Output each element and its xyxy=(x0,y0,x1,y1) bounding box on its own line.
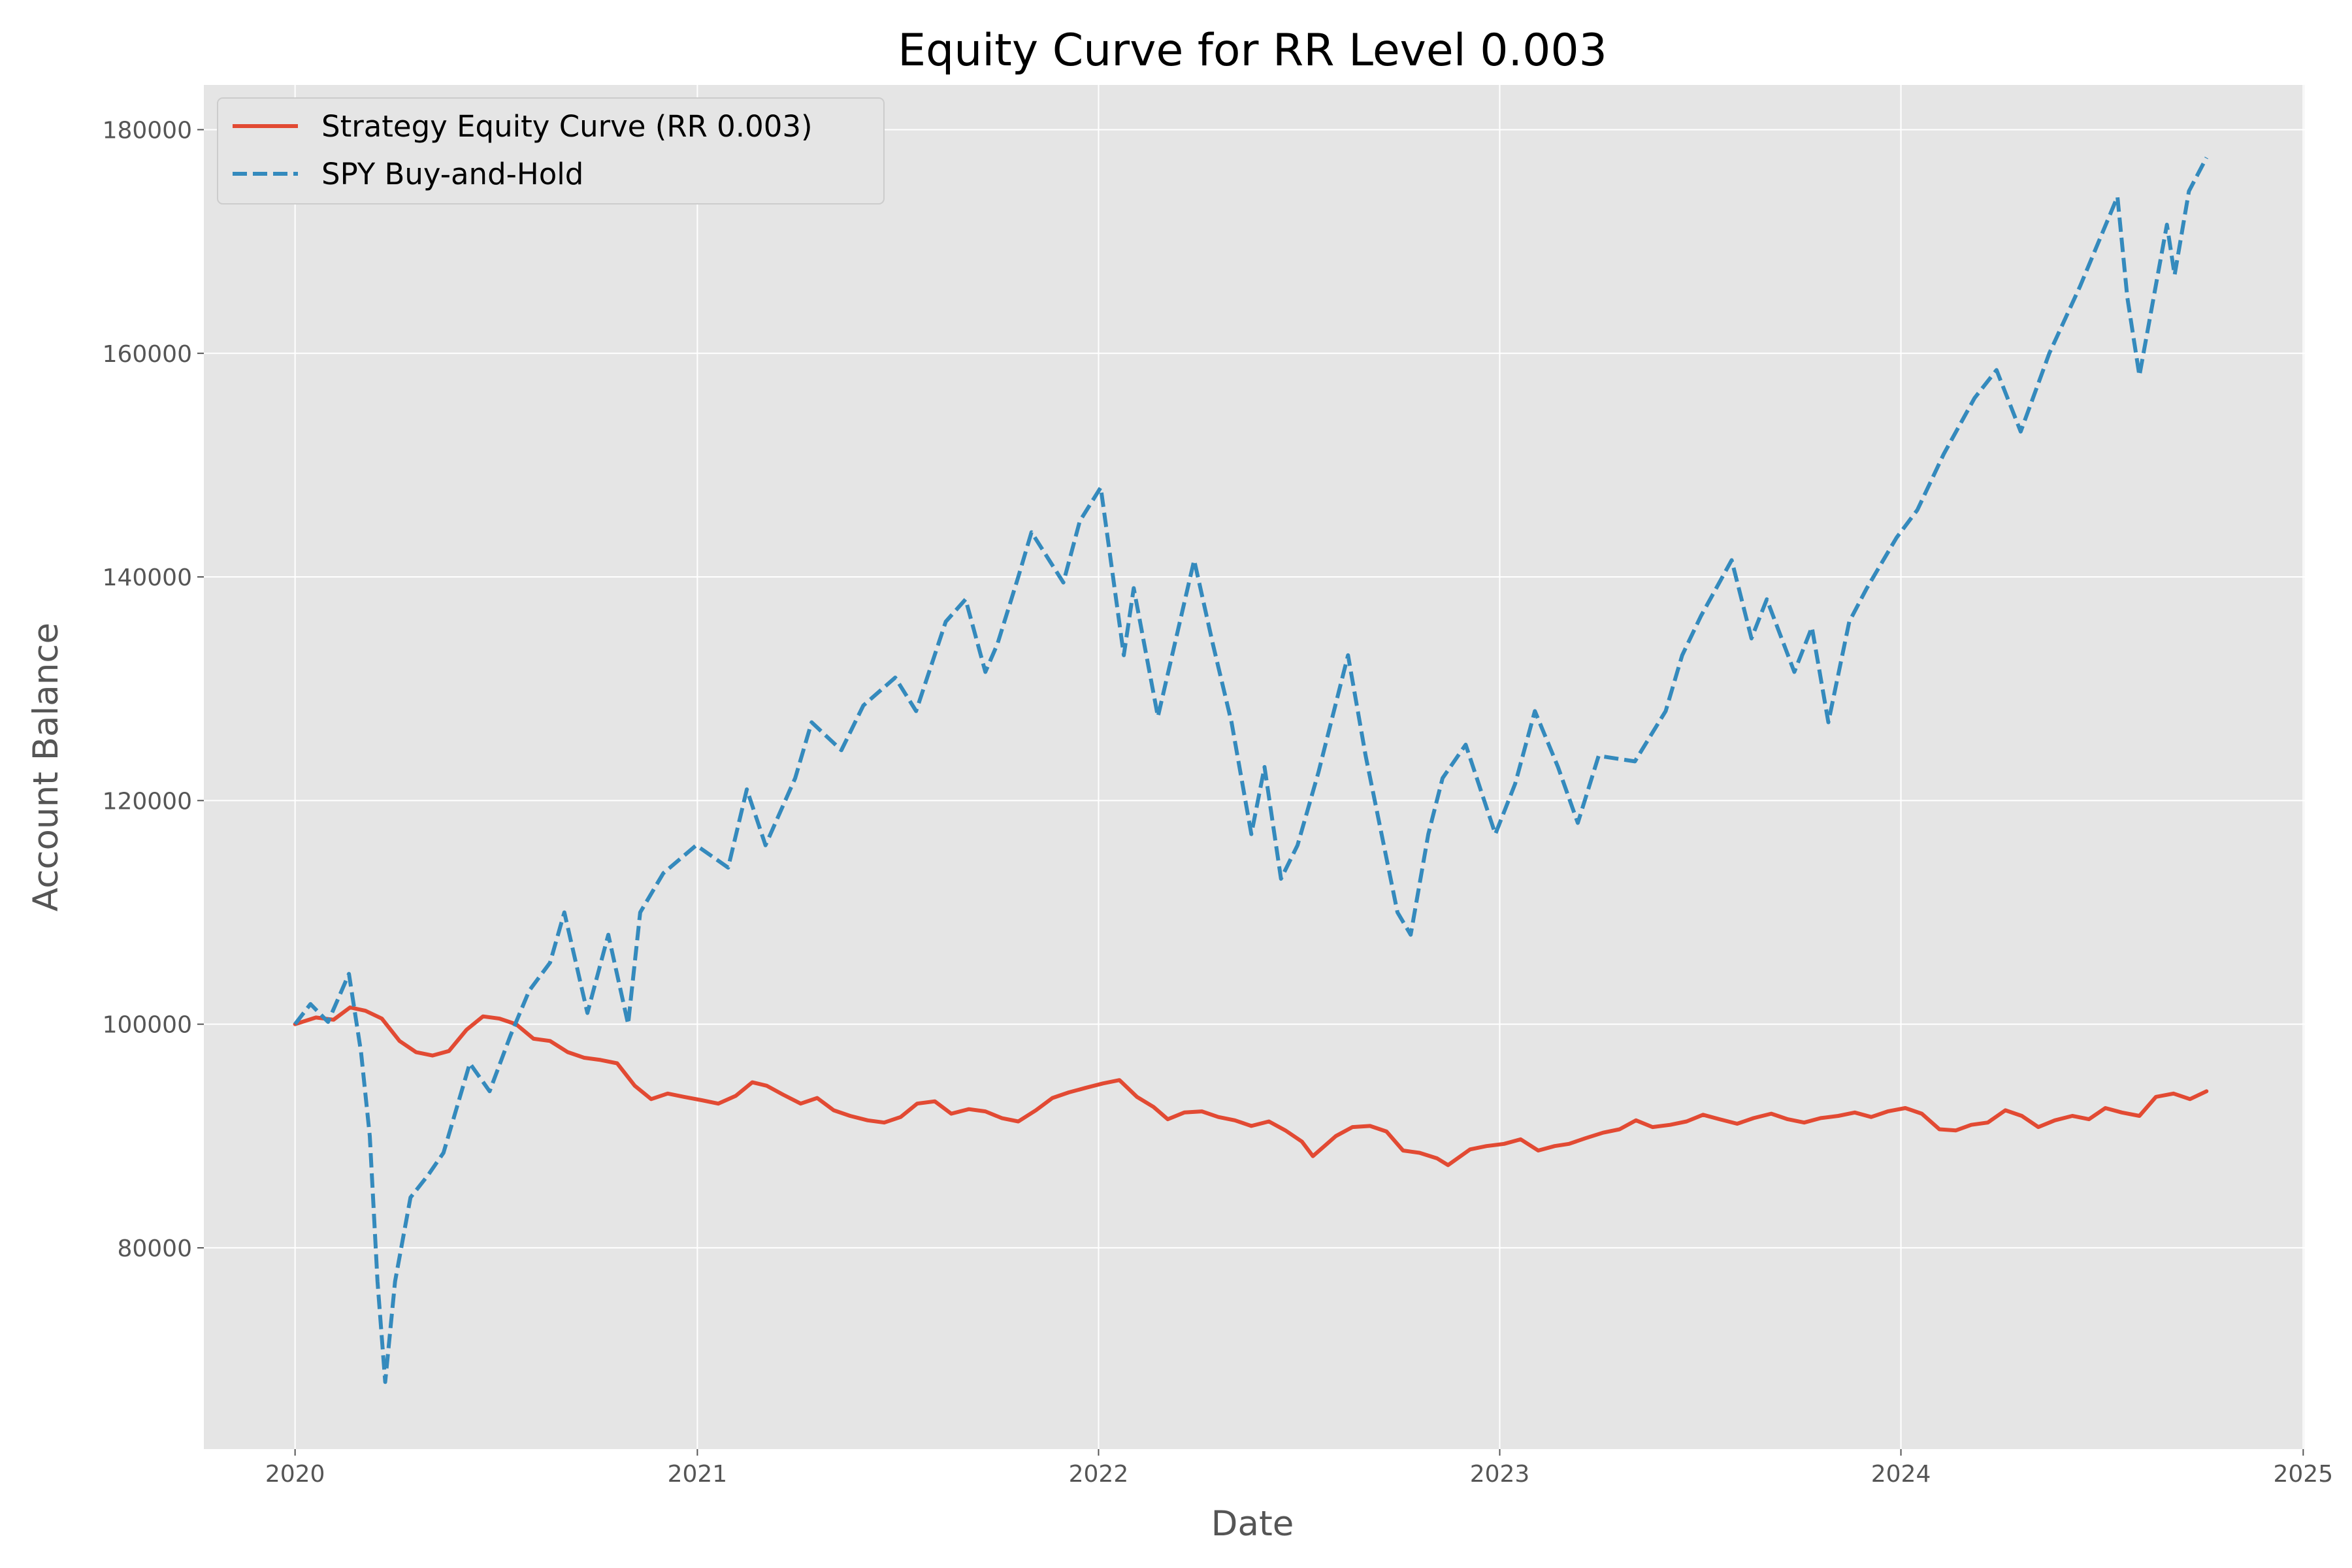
y-tick-label-2: 120000 xyxy=(103,788,192,815)
x-tick-label-3: 2023 xyxy=(1470,1461,1530,1488)
y-tick-label-3: 140000 xyxy=(103,564,192,591)
x-axis-ticks: 2020 2021 2022 2023 2024 2025 xyxy=(265,1449,2333,1488)
spy-buy-and-hold-line xyxy=(293,156,2208,1384)
strategy-equity-line xyxy=(293,1005,2209,1168)
x-tick-label-5: 2025 xyxy=(2274,1461,2334,1488)
series-lines xyxy=(293,156,2209,1384)
y-tick-label-0: 80000 xyxy=(117,1235,192,1262)
y-tick-label-1: 100000 xyxy=(103,1012,192,1039)
legend-label-strategy: Strategy Equity Curve (RR 0.003) xyxy=(321,109,813,144)
y-tick-label-5: 180000 xyxy=(103,117,192,144)
y-axis-label: Account Balance xyxy=(26,623,66,911)
legend-label-spy: SPY Buy-and-Hold xyxy=(321,157,583,191)
chart-title: Equity Curve for RR Level 0.003 xyxy=(898,25,1607,76)
x-tick-label-2: 2022 xyxy=(1069,1461,1129,1488)
y-axis-ticks: 80000 100000 120000 140000 160000 180000 xyxy=(103,117,204,1262)
plot-area xyxy=(204,85,2304,1449)
x-tick-label-1: 2021 xyxy=(668,1461,728,1488)
x-tick-label-4: 2024 xyxy=(1871,1461,1931,1488)
legend-box xyxy=(217,97,885,204)
x-axis-label: Date xyxy=(1211,1504,1294,1544)
x-tick-label-0: 2020 xyxy=(265,1461,325,1488)
legend: Strategy Equity Curve (RR 0.003) SPY Buy… xyxy=(217,97,885,204)
y-tick-label-4: 160000 xyxy=(103,341,192,368)
grid-lines xyxy=(204,85,2304,1449)
